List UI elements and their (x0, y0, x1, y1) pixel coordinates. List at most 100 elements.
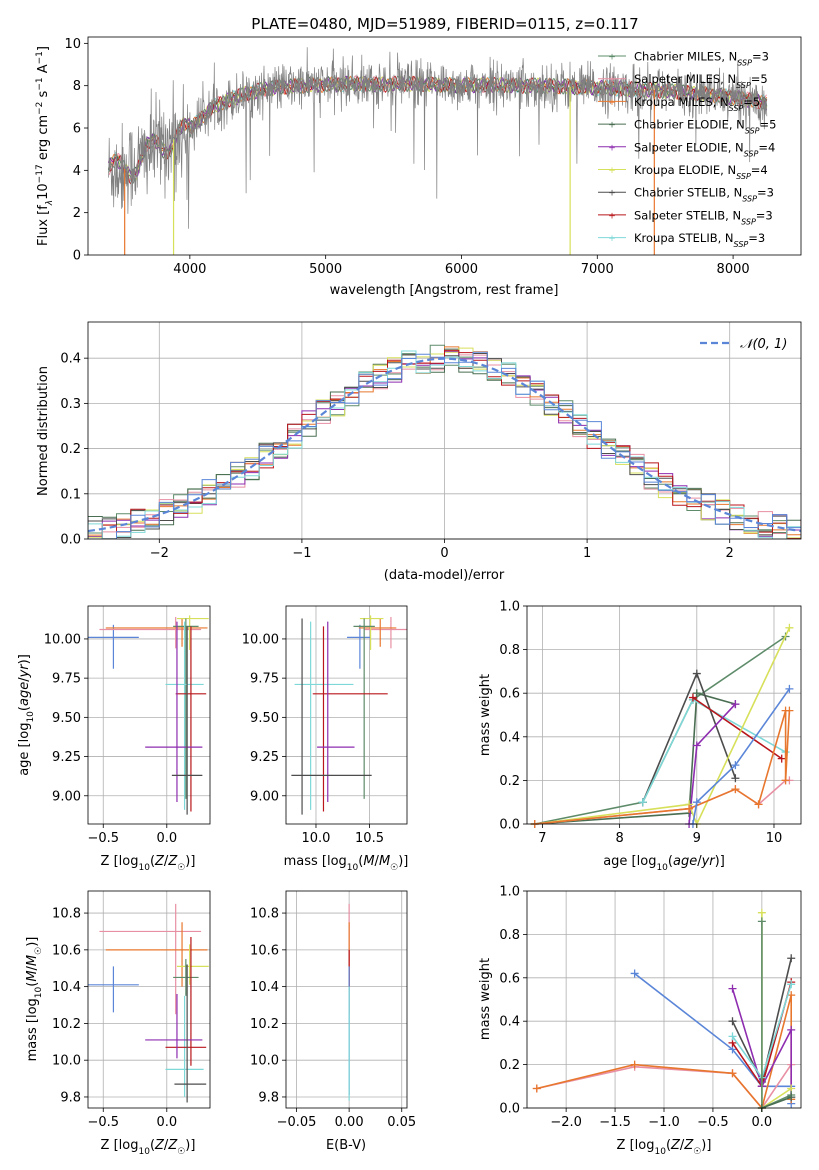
weight-vs-age-plot-area (530, 623, 794, 828)
y-tick-label: 10.00 (44, 632, 81, 647)
legend-count: =3 (757, 186, 774, 200)
legend-label: Kroupa ELODIE, NSSP=4 (634, 163, 768, 181)
legend-count: =3 (748, 231, 765, 245)
plus-marker (630, 1060, 639, 1069)
plus-marker (728, 1069, 737, 1078)
ylabel-part: 10 (36, 183, 51, 200)
x-tick-label: 0.05 (387, 1115, 416, 1130)
plus-marker (781, 776, 790, 785)
plus-marker (777, 754, 786, 763)
ylabel-part: −1 (35, 77, 45, 90)
spectrum-legend: + Chabrier MILES, NSSP=3+ Salpeter MILES, … (598, 50, 776, 249)
y-tick-label: 0.0 (499, 1102, 520, 1117)
mass-vs-Z-x-ticks: −0.5 0.0 (87, 1108, 177, 1130)
weight-line-path (692, 688, 791, 825)
x-tick-label: −2 (150, 546, 169, 561)
legend-count: =5 (751, 72, 768, 86)
x-tick-label: 1 (583, 546, 591, 561)
mass-vs-EBV-axes-frame (285, 890, 408, 1109)
y-tick-label: 0.2 (60, 442, 81, 457)
weight-vs-age-ylabel: mass weight (478, 674, 493, 756)
weight-vs-age-y-ticks: 0.0 0.2 0.4 0.6 0.8 1.0 (499, 600, 527, 833)
legend-label: Salpeter STELIB, NSSP=3 (634, 208, 773, 226)
legend-marker: + (608, 166, 616, 176)
plus-marker (785, 706, 794, 715)
x-tick-label: 8 (615, 831, 623, 846)
y-tick-label: 9.75 (52, 672, 81, 687)
plus-marker (757, 908, 766, 917)
age-vs-mass-axes-frame (285, 605, 408, 825)
y-tick-label: 0.8 (499, 643, 520, 658)
errorbar-point (88, 966, 139, 1013)
spectrum-title: PLATE=0480, MJD=51989, FIBERID=0115, z=0… (251, 15, 638, 33)
weight-vs-Z-xlabel: Z [log10(Z/Z☉)] (617, 1138, 712, 1157)
x-tick-label: −1 (292, 546, 311, 561)
age-vs-Z-xlabel: Z [log10(Z/Z☉)] (101, 854, 196, 873)
y-tick-label: 10.2 (250, 1017, 279, 1032)
x-tick-label: 0.0 (156, 1115, 177, 1130)
legend-count: =5 (760, 118, 777, 132)
mass-vs-Z-panel: −0.5 0.0 9.8 10.0 10.2 10.4 10.6 10.8 Z [log10… (25, 890, 211, 1157)
weight-vs-Z-ylabel: mass weight (478, 958, 493, 1040)
legend-marker: + (608, 143, 616, 153)
y-tick-label: 0.6 (499, 687, 520, 702)
errorbar-point (358, 618, 397, 647)
ylabel-part: Flux [f (36, 205, 51, 246)
mass-vs-Z-y-ticks: 9.8 10.0 10.2 10.4 10.6 10.8 (52, 907, 88, 1105)
x-tick-label: −0.5 (87, 831, 119, 846)
weight-vs-Z-panel: −2.0 −1.5 −1.0 −0.5 0.0 0.0 0.2 0.4 0.6 0.8 1.0 Z… (478, 885, 802, 1157)
legend-label: Salpeter MILES, NSSP=5 (634, 72, 768, 90)
y-tick-label: 9.8 (258, 1090, 279, 1105)
y-tick-label: 10.4 (250, 980, 279, 995)
x-tick-label: −0.5 (87, 1115, 119, 1130)
ylabel-part: s (36, 90, 51, 101)
residual-legend: 𝒩(0, 1) (700, 337, 787, 352)
y-tick-label: 1.0 (499, 885, 520, 900)
age-vs-Z-ylabel: age [log10(age/yr)] (17, 654, 36, 776)
legend-model-name: Chabrier ELODIE, N (634, 118, 745, 132)
residual-histogram-panel: −2 −1 0 1 2 0.0 0.1 0.2 0.3 0.4 (data-model)/err… (36, 321, 802, 583)
y-tick-label: 9.75 (250, 672, 279, 687)
weight-line-path (534, 692, 736, 825)
y-tick-label: 10.6 (52, 943, 81, 958)
plus-marker (731, 785, 740, 794)
legend-subscript: SSP (737, 58, 752, 67)
y-tick-label: 0.1 (60, 487, 81, 502)
x-tick-label: −1.0 (648, 1115, 680, 1130)
spectrum-traces (107, 47, 768, 255)
y-tick-label: 9.25 (250, 750, 279, 765)
x-tick-label: 5000 (309, 262, 342, 277)
y-tick-label: 0.4 (499, 1015, 520, 1030)
plus-marker (688, 693, 697, 702)
plus-marker (785, 684, 794, 693)
legend-subscript: SSP (745, 126, 760, 135)
legend-count: =4 (751, 163, 768, 177)
mass-vs-EBV-y-ticks: 9.8 10.0 10.2 10.4 10.6 10.8 (250, 907, 286, 1105)
weight-line-path (692, 696, 783, 760)
plus-marker (785, 623, 794, 632)
spectrum-axes-frame (87, 36, 802, 256)
y-tick-label: 0.4 (60, 352, 81, 367)
y-tick-label: 10.0 (250, 1054, 279, 1069)
y-tick-label: 0.4 (499, 730, 520, 745)
spectrum-y-ticks: 0 2 4 6 8 10 (64, 37, 88, 264)
weight-vs-Z-x-ticks: −2.0 −1.5 −1.0 −0.5 0.0 (550, 1108, 772, 1130)
ylabel-part: −2 (35, 102, 45, 115)
plus-marker (728, 1032, 737, 1041)
ylabel-part: −1 (35, 51, 45, 64)
age-vs-Z-plot-area (88, 615, 209, 815)
x-tick-label: 7000 (581, 262, 614, 277)
plus-marker (532, 1084, 541, 1093)
weight-series (530, 623, 794, 828)
y-tick-label: 6 (73, 122, 81, 137)
weight-series-line (530, 706, 794, 828)
age-vs-Z-y-ticks: 9.00 9.25 9.50 9.75 10.00 (44, 632, 88, 804)
errorbar-points (88, 615, 209, 815)
legend-marker: + (608, 98, 616, 108)
y-tick-label: 8 (73, 79, 81, 94)
weight-vs-age-x-ticks: 7 8 9 10 (538, 824, 782, 846)
residual-ylabel: Normed distribution (36, 366, 51, 496)
y-tick-label: 10.4 (52, 980, 81, 995)
ylabel-part: erg cm (36, 115, 51, 164)
